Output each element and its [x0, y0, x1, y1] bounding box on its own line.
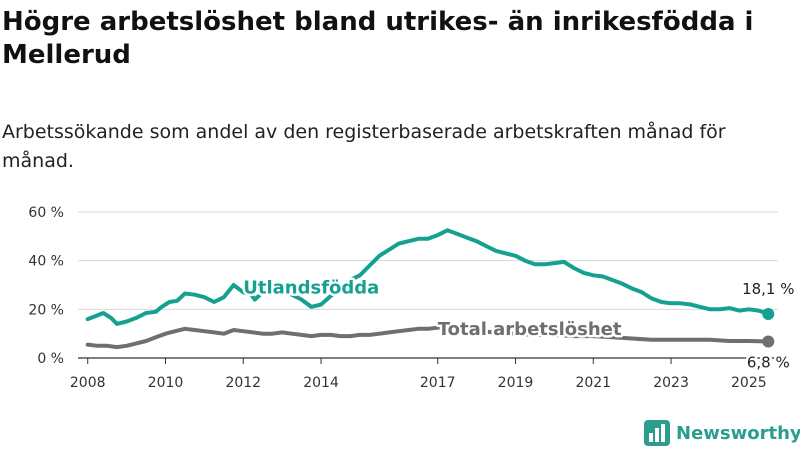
- x-tick-label: 2008: [70, 375, 106, 391]
- x-tick-label: 2014: [303, 375, 339, 391]
- series-label-utlandsfodda: Utlandsfödda: [243, 278, 379, 299]
- x-tick-label: 2010: [148, 375, 184, 391]
- end-label-utlandsfodda-halo: 18,1 %: [742, 280, 794, 298]
- end-label-utlandsfodda: 18,1 %: [742, 280, 794, 298]
- y-tick-label: 20 %: [28, 302, 64, 318]
- x-tick-label: 2023: [653, 375, 689, 391]
- x-tick-label: 2012: [225, 375, 261, 391]
- x-tick-label: 2017: [420, 375, 456, 391]
- end-label-total: 6,8 %: [747, 353, 790, 371]
- x-tick-label: 2025: [731, 375, 767, 391]
- end-point-total: [762, 335, 775, 348]
- bar-chart-logo-icon: [644, 420, 670, 446]
- series-lines: [85, 228, 775, 350]
- y-axis-ticks: 0 % 20 % 40 % 60 %: [28, 205, 64, 367]
- series-line-utlandsfodda: [85, 228, 771, 326]
- y-tick-label: 0 %: [37, 351, 64, 367]
- chart-subtitle: Arbetssökande som andel av den registerb…: [2, 121, 726, 172]
- chart-title: Högre arbetslöshet bland utrikes- än inr…: [2, 7, 754, 70]
- series-label-utlandsfodda-halo: Utlandsfödda: [243, 278, 379, 299]
- series-label-total: Total arbetslöshet: [438, 319, 622, 340]
- x-tick-label: 2019: [498, 375, 534, 391]
- gridlines: [78, 211, 778, 359]
- x-axis-ticks: 2008 2010 2012 2014 2017 2019 2021 2023 2025: [70, 358, 767, 391]
- x-tick-label: 2021: [575, 375, 611, 391]
- series-line-total: [85, 325, 771, 350]
- y-tick-label: 60 %: [28, 205, 64, 221]
- series-label-total-halo: Total arbetslöshet: [438, 319, 622, 340]
- end-point-utlandsfodda: [762, 307, 775, 320]
- end-label-total-halo: 6,8 %: [747, 353, 790, 371]
- brand-name: Newsworthy: [676, 422, 800, 444]
- y-tick-label: 40 %: [28, 254, 64, 270]
- newsworthy-logo: Newsworthy: [644, 418, 800, 448]
